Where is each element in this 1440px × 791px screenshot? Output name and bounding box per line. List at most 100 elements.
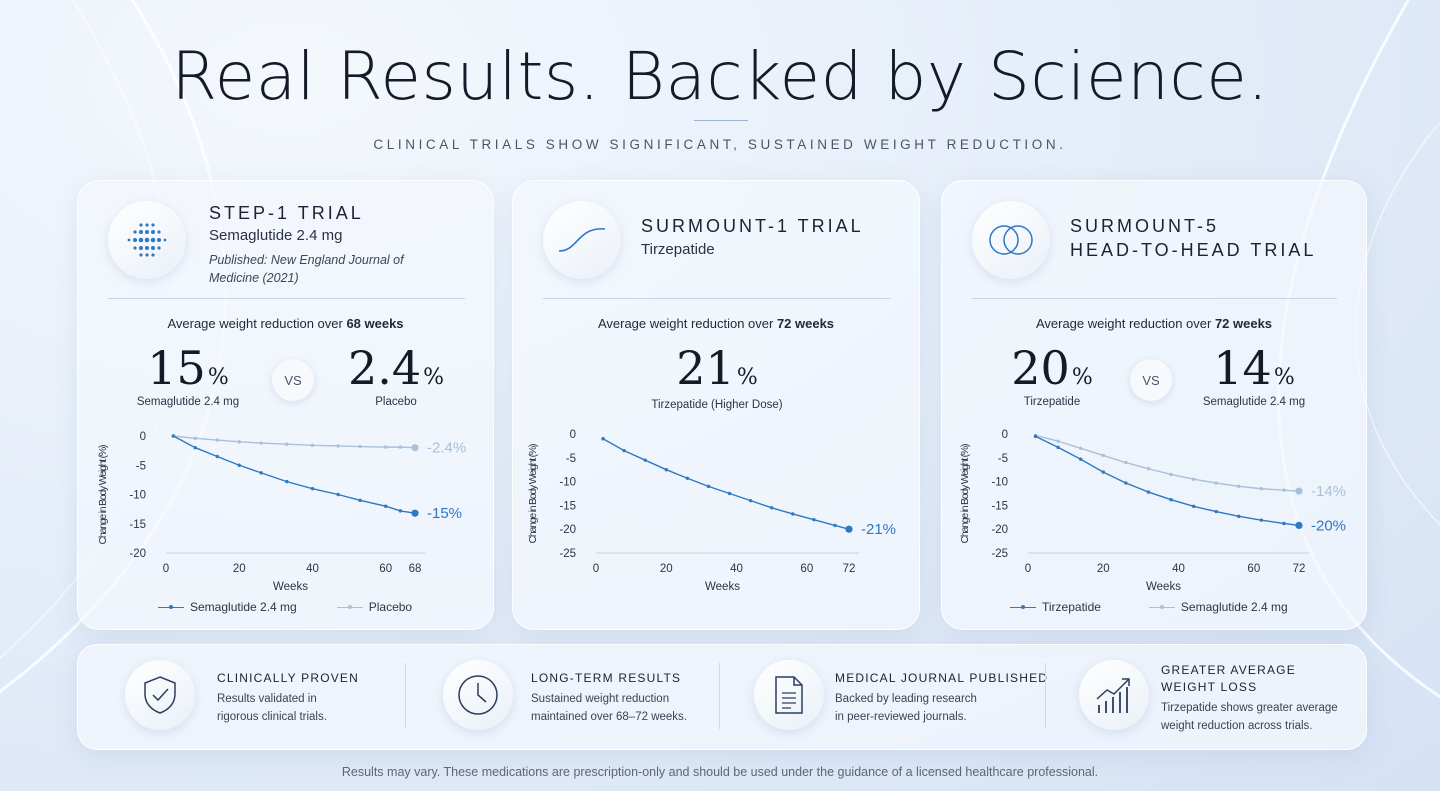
series-line — [173, 435, 416, 449]
stat-label: Semaglutide 2.4 mg — [136, 396, 240, 408]
dot-matrix-icon — [108, 201, 186, 279]
data-point — [285, 442, 289, 446]
feature-desc: Backed by leading research in peer-review… — [835, 693, 977, 723]
shield-check-icon — [125, 660, 195, 730]
series-end-label: -2.4% — [427, 440, 466, 457]
weight-change-chart: 0 -5 -10 -15 -20 -25 0 20 40 60 72 Weeks Change in B… — [959, 429, 1346, 593]
data-point — [833, 523, 837, 528]
feature-separator — [405, 663, 406, 729]
data-point — [1214, 481, 1218, 485]
y-tick-label: 0 — [1002, 429, 1008, 441]
data-point — [310, 443, 315, 448]
data-point — [285, 479, 289, 484]
data-point — [384, 504, 388, 508]
trial-card-surmount5: SURMOUNT-5 HEAD-TO-HEAD TRIAL Average we… — [941, 180, 1367, 630]
series-end-label: -20% — [1311, 517, 1346, 534]
data-point — [1124, 460, 1128, 465]
data-point — [237, 463, 241, 467]
x-tick-label: 0 — [163, 563, 169, 575]
y-tick-label: -10 — [559, 477, 576, 489]
data-point — [310, 486, 315, 491]
vs-badge: VS — [1130, 359, 1172, 401]
series-line — [172, 435, 416, 514]
document-icon — [754, 660, 824, 730]
stat-label: Semaglutide 2.4 mg — [1202, 396, 1306, 408]
data-point — [1282, 521, 1286, 526]
stat-label: Tirzepatide — [1023, 396, 1081, 408]
stat-label: Placebo — [375, 396, 417, 408]
x-tick-label: 0 — [593, 563, 599, 575]
data-point — [601, 437, 605, 441]
data-point — [237, 440, 241, 444]
data-point — [706, 484, 711, 489]
data-point — [1146, 490, 1151, 494]
data-point — [845, 525, 853, 533]
x-tick-label: 20 — [233, 563, 246, 575]
data-point — [727, 491, 732, 496]
x-axis-label: Weeks — [273, 581, 308, 593]
trend-curve-icon — [543, 201, 621, 279]
data-point — [1124, 481, 1128, 485]
legend-label: Placebo — [368, 600, 413, 614]
title-divider — [694, 120, 748, 121]
feature-desc: Tirzepatide shows greater average weight … — [1161, 702, 1338, 732]
y-tick-label: -25 — [991, 548, 1008, 560]
x-tick-label: 40 — [730, 563, 743, 575]
card-publication: Published: New England Journal of Medici… — [209, 253, 404, 285]
y-tick-label: 0 — [140, 431, 146, 443]
series-line — [1035, 434, 1300, 492]
y-tick-label: -25 — [559, 548, 576, 560]
card-title: SURMOUNT-1 TRIAL — [641, 216, 864, 236]
y-tick-label: -5 — [566, 453, 576, 465]
data-point — [1259, 487, 1264, 491]
feature-desc: Sustained weight reduction maintained ove… — [531, 693, 687, 723]
data-point — [1295, 487, 1303, 495]
x-tick-label: 60 — [379, 563, 392, 575]
data-point — [1056, 445, 1060, 450]
y-tick-label: -15 — [559, 500, 576, 512]
series-end-label: -14% — [1311, 483, 1346, 500]
data-point — [358, 498, 362, 503]
data-point — [1169, 497, 1173, 502]
y-tick-label: -5 — [998, 453, 1008, 465]
x-tick-label: 20 — [1097, 563, 1110, 575]
data-point — [1282, 488, 1286, 492]
card-divider — [108, 298, 465, 299]
x-tick-label: 68 — [409, 563, 422, 575]
data-point — [1237, 484, 1241, 489]
data-point — [1214, 509, 1218, 514]
weight-change-chart: 0 -5 -10 -15 -20 0 20 40 60 68 Weeks Change in Body… — [97, 431, 466, 593]
chart-legend: Tirzepatide Semaglutide 2.4 mg — [1010, 600, 1288, 614]
x-tick-label: 40 — [1172, 563, 1185, 575]
y-tick-label: -10 — [129, 490, 146, 502]
y-tick-label: -15 — [129, 519, 146, 531]
x-tick-label: 72 — [1293, 563, 1306, 575]
series-end-label: -21% — [861, 521, 896, 538]
feature-title: LONG-TERM RESULTS — [531, 671, 682, 685]
data-point — [1295, 521, 1303, 529]
data-point — [791, 512, 795, 516]
data-point — [193, 446, 197, 450]
data-point — [685, 476, 690, 480]
feature-separator — [1045, 663, 1046, 729]
data-point — [336, 492, 340, 497]
y-tick-label: -10 — [991, 477, 1008, 489]
card-title: STEP-1 TRIAL — [209, 203, 364, 223]
legend-swatch — [158, 604, 184, 609]
data-point — [215, 454, 219, 459]
y-axis-label: Change in Body Weight (%) — [959, 444, 971, 544]
data-point — [411, 444, 419, 452]
legend-swatch — [1148, 604, 1175, 609]
page-title: Real Results. Backed by Science. — [171, 38, 1269, 115]
chart-legend: Semaglutide 2.4 mg Placebo — [158, 600, 412, 614]
data-point — [1146, 467, 1151, 471]
feature-title: CLINICALLY PROVEN — [217, 671, 359, 685]
vs-badge: VS — [272, 359, 314, 401]
x-axis-label: Weeks — [1146, 581, 1181, 593]
data-point — [1191, 477, 1196, 481]
data-point — [1078, 457, 1083, 461]
legend-swatch — [1010, 604, 1036, 609]
data-point — [171, 434, 176, 438]
y-tick-label: -20 — [129, 548, 146, 560]
data-point — [1237, 514, 1241, 519]
